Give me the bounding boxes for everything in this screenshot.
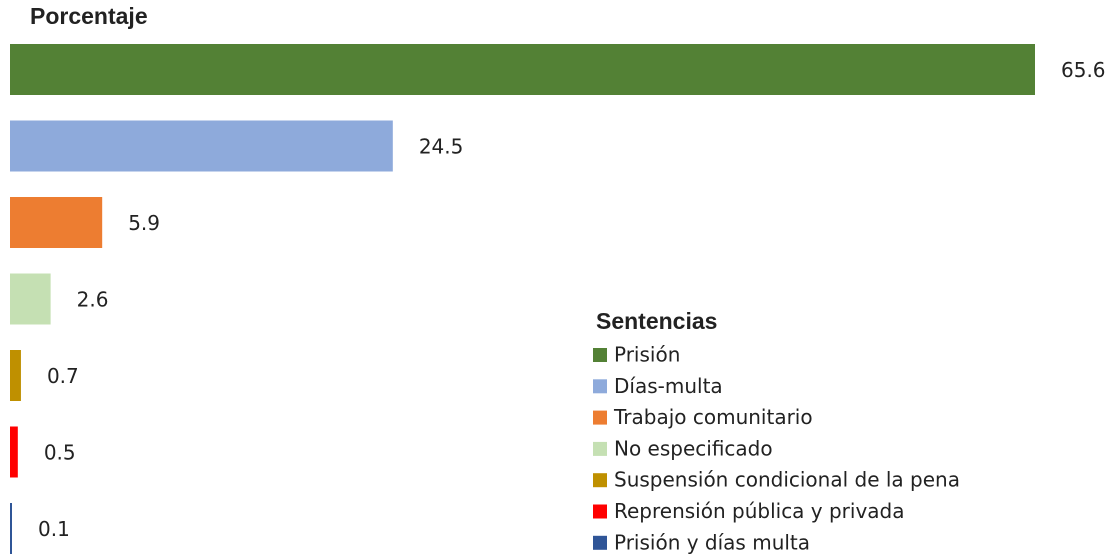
bar: [10, 197, 103, 248]
legend-label: Prisión: [614, 343, 680, 367]
legend-swatch: [593, 441, 607, 456]
value-label: 24.5: [419, 135, 464, 159]
bar: [10, 273, 51, 325]
bar: [10, 426, 18, 478]
legend-swatch: [593, 473, 607, 488]
value-label: 2.6: [77, 288, 109, 312]
value-label: 0.5: [44, 441, 76, 465]
legend-label: Suspensión condicional de la pena: [614, 468, 960, 492]
legend-label: Reprensión pública y privada: [614, 499, 905, 523]
legend-swatch: [593, 504, 607, 519]
value-label: 5.9: [128, 211, 160, 235]
legend-swatch: [593, 535, 607, 550]
chart-title: Porcentaje: [30, 3, 148, 29]
legend-label: Días-multa: [614, 374, 723, 398]
legend-swatch: [593, 379, 607, 394]
legend-label: Trabajo comunitario: [613, 405, 813, 429]
value-label: 0.1: [38, 517, 70, 541]
bar: [10, 120, 393, 172]
legend-title: Sentencias: [596, 308, 717, 334]
legend-swatch: [593, 348, 607, 362]
value-label: 65.6: [1061, 58, 1106, 82]
legend-swatch: [593, 410, 607, 425]
bar: [10, 350, 21, 401]
value-label: 0.7: [47, 364, 79, 388]
bar: [10, 503, 12, 554]
bar: [10, 44, 1035, 95]
legend-label: No especificado: [614, 436, 773, 460]
legend-label: Prisión y días multa: [614, 530, 810, 554]
